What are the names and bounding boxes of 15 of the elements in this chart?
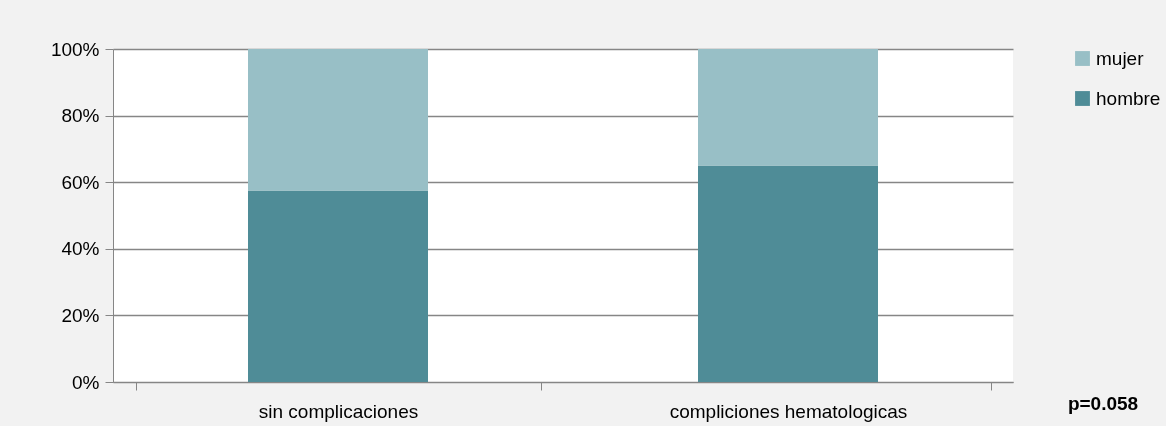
text: p=0.058 — [1067, 393, 1139, 414]
y-tick-label: 100% — [50, 38, 100, 60]
legend-label: mujer — [1096, 47, 1145, 69]
legend-label: hombre — [1096, 87, 1161, 109]
y-tick-label: 0% — [72, 371, 100, 393]
x-tick-label: compliciones hematologicas — [669, 400, 908, 422]
x-tick-label: sin complicaciones — [258, 400, 419, 422]
bar — [248, 49, 428, 191]
y-tick-label: 80% — [61, 105, 100, 127]
y-tick-label: 20% — [61, 304, 100, 326]
bar — [698, 165, 878, 382]
bar — [698, 49, 878, 166]
bar — [248, 190, 428, 382]
y-tick-label: 40% — [61, 238, 100, 260]
y-tick-label: 60% — [61, 171, 100, 193]
